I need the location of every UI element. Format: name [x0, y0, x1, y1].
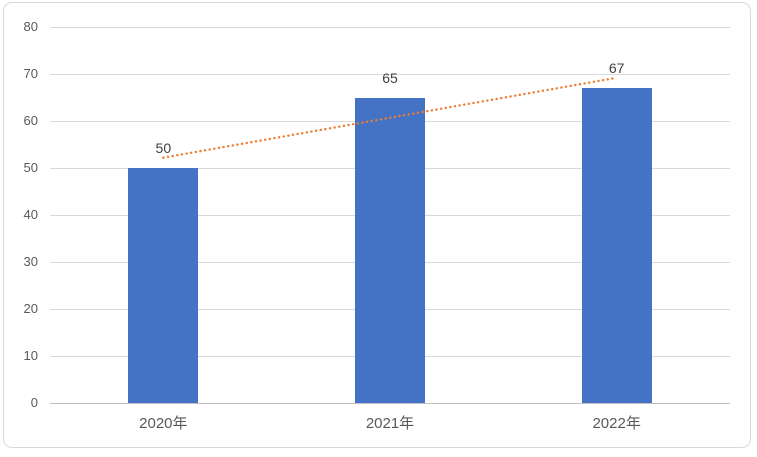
trendline	[162, 76, 618, 159]
